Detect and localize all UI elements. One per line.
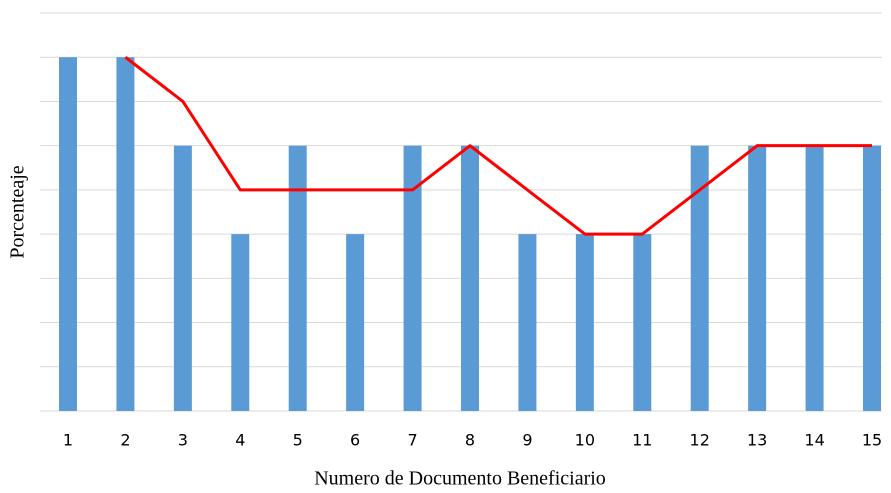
x-tick-label: 7: [407, 431, 417, 450]
bar: [690, 145, 709, 411]
x-tick-label: 15: [862, 431, 882, 450]
bar: [346, 234, 365, 411]
x-tick-label: 14: [804, 431, 824, 450]
bar: [173, 145, 192, 411]
bar: [748, 145, 767, 411]
x-tick-label: 3: [178, 431, 188, 450]
x-tick-label: 6: [350, 431, 360, 450]
x-tick-label: 10: [575, 431, 595, 450]
line: [124, 56, 872, 236]
x-tick-label: 4: [235, 431, 245, 450]
x-tick-label: 11: [632, 431, 652, 450]
bar: [116, 57, 135, 411]
bar: [59, 57, 77, 411]
bar: [461, 145, 479, 411]
x-tick-label: 9: [522, 431, 532, 450]
y-axis-title: Porcenteaje: [7, 165, 29, 258]
x-axis-title: Numero de Documento Beneficiario: [314, 468, 606, 490]
x-tick-label: 2: [120, 431, 130, 450]
bar: [575, 234, 594, 411]
x-tick-label: 1: [63, 431, 73, 450]
bar: [403, 145, 422, 411]
bar: [633, 234, 652, 411]
x-tick-label: 13: [747, 431, 767, 450]
x-tick-label: 12: [690, 431, 710, 450]
bar: [231, 234, 250, 411]
x-tick-label: 8: [465, 431, 475, 450]
x-tick-label: 5: [293, 431, 303, 450]
bar: [805, 145, 824, 411]
bar: [288, 145, 307, 411]
bar: [518, 234, 537, 411]
bar: [863, 145, 881, 411]
